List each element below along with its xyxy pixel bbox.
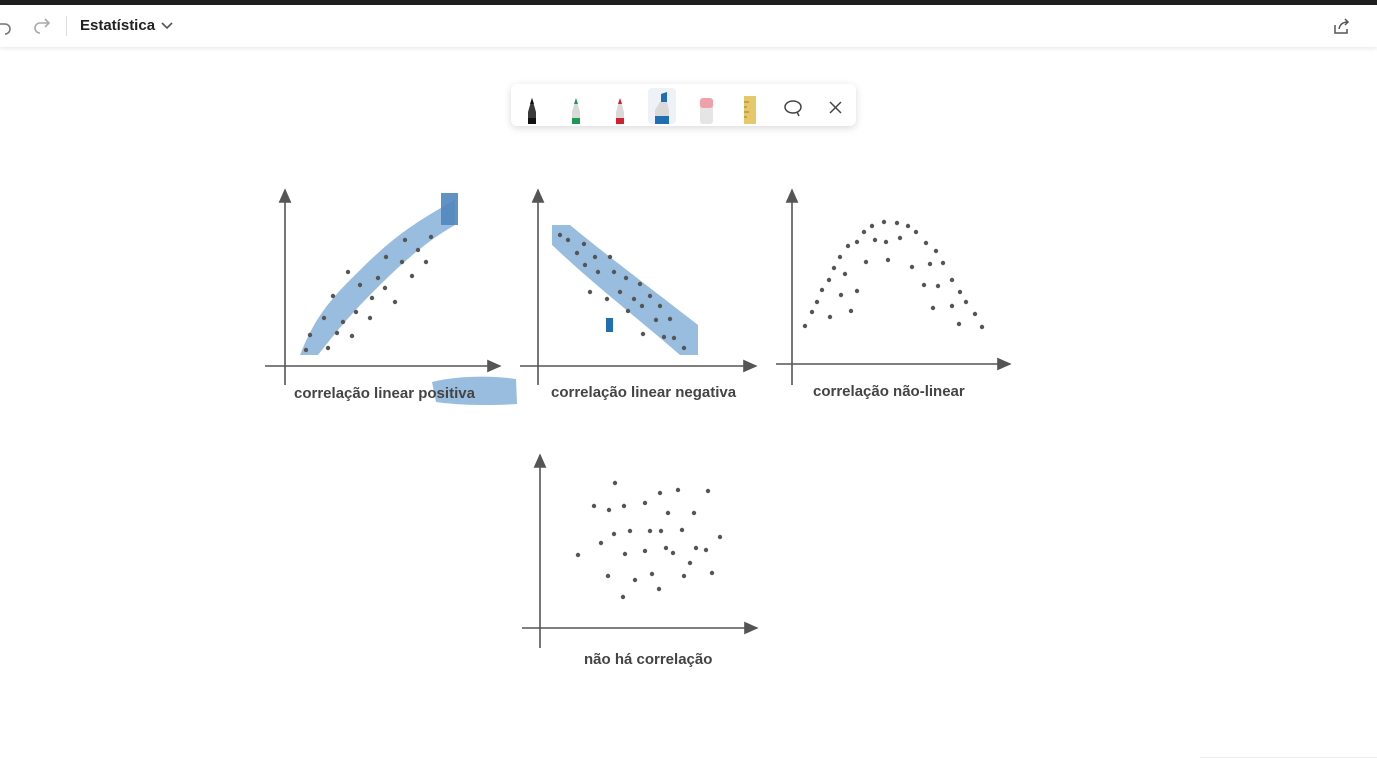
label-none: não há correlação [584, 651, 713, 668]
eraser[interactable] [692, 88, 720, 124]
data-points [575, 480, 723, 600]
share-icon[interactable] [1332, 16, 1352, 36]
highlight-stroke [552, 225, 698, 355]
toolbar-divider [66, 16, 67, 36]
undo-icon[interactable] [0, 13, 14, 37]
data-points [557, 232, 687, 351]
green-pen[interactable] [562, 88, 590, 124]
data-points [802, 219, 985, 330]
scatter-nonlinear [776, 188, 1012, 385]
label-positive: correlação linear positiva [294, 385, 475, 402]
chevron-down-icon[interactable] [158, 16, 176, 34]
scatter-none [522, 453, 759, 648]
red-pen[interactable] [606, 88, 634, 124]
blue-highlighter[interactable] [648, 88, 676, 124]
data-points [303, 234, 434, 353]
black-pen[interactable] [518, 88, 546, 124]
redo-icon[interactable] [30, 13, 54, 37]
close-icon[interactable] [822, 88, 850, 124]
scatter-negative [520, 188, 758, 385]
ink-toolbar [511, 84, 856, 126]
highlight-stroke [432, 376, 517, 406]
highlight-stroke [441, 193, 458, 225]
page-edge [1200, 757, 1377, 758]
highlight-stroke [606, 318, 613, 332]
scatter-positive [265, 188, 517, 406]
app-toolbar: Estatística [0, 5, 1377, 47]
lasso-select-icon[interactable] [779, 88, 807, 124]
window-top-strip [0, 0, 1377, 5]
ruler[interactable] [736, 88, 764, 124]
label-nonlinear: correlação não-linear [813, 383, 965, 400]
label-negative: correlação linear negativa [551, 384, 737, 401]
notebook-title[interactable]: Estatística [80, 17, 156, 34]
